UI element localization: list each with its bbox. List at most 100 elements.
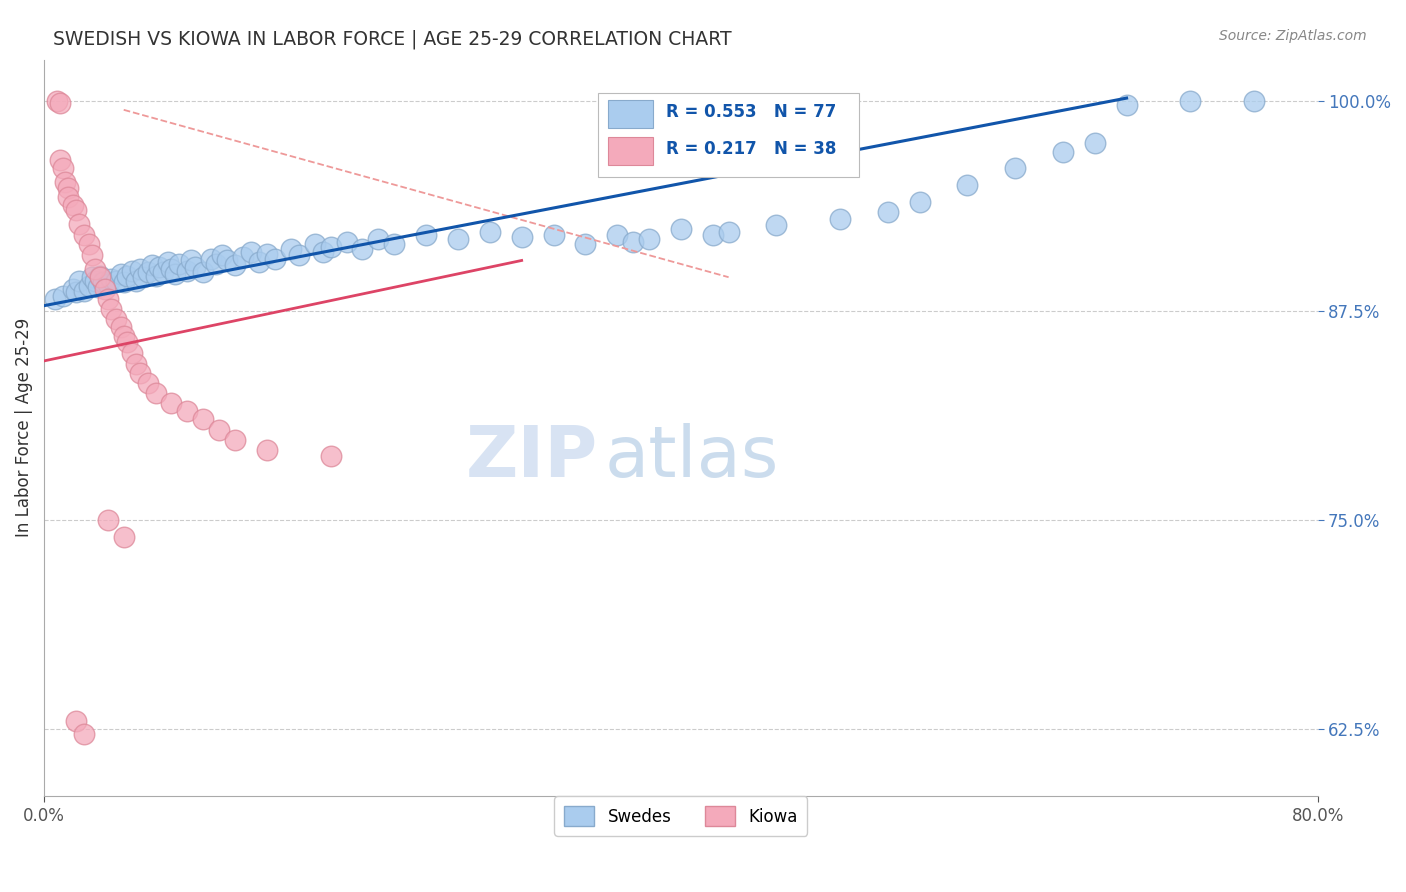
Point <box>543 228 565 243</box>
Point <box>367 232 389 246</box>
Point <box>1115 97 1137 112</box>
Point <box>211 248 233 262</box>
Point <box>56 181 79 195</box>
Point <box>97 292 120 306</box>
Point <box>702 228 724 243</box>
Point <box>280 242 302 256</box>
Point <box>110 320 132 334</box>
Point <box>65 714 87 728</box>
Point <box>319 450 342 464</box>
Point <box>52 161 75 176</box>
Point <box>67 274 90 288</box>
Point <box>104 312 127 326</box>
Point <box>73 727 96 741</box>
Point <box>574 236 596 251</box>
Point <box>193 412 215 426</box>
Point <box>112 530 135 544</box>
Point <box>80 270 103 285</box>
Point <box>80 248 103 262</box>
Point <box>141 259 163 273</box>
Point <box>100 272 122 286</box>
Text: SWEDISH VS KIOWA IN LABOR FORCE | AGE 25-29 CORRELATION CHART: SWEDISH VS KIOWA IN LABOR FORCE | AGE 25… <box>53 29 733 49</box>
Point <box>44 292 66 306</box>
Point <box>67 217 90 231</box>
Point <box>112 275 135 289</box>
Point <box>148 260 170 275</box>
Point <box>136 265 159 279</box>
Point <box>84 274 107 288</box>
Point <box>97 513 120 527</box>
Point <box>125 357 148 371</box>
Point <box>115 335 138 350</box>
Point <box>160 261 183 276</box>
Point <box>205 257 228 271</box>
Point <box>52 288 75 302</box>
Point <box>145 268 167 283</box>
Point <box>478 225 501 239</box>
Point <box>184 260 207 275</box>
Point <box>224 433 246 447</box>
Text: ZIP: ZIP <box>465 423 598 491</box>
Point <box>152 265 174 279</box>
Point <box>232 250 254 264</box>
Point <box>62 282 84 296</box>
Point <box>163 267 186 281</box>
Point <box>169 257 191 271</box>
Point <box>125 274 148 288</box>
Point <box>49 96 72 111</box>
Point <box>828 211 851 226</box>
Point <box>176 263 198 277</box>
Point <box>65 285 87 300</box>
Point <box>217 253 239 268</box>
Point <box>45 95 67 109</box>
Point <box>510 230 533 244</box>
Y-axis label: In Labor Force | Age 25-29: In Labor Force | Age 25-29 <box>15 318 32 538</box>
Point <box>312 245 335 260</box>
Point <box>84 261 107 276</box>
Point <box>621 235 644 249</box>
Point <box>180 253 202 268</box>
Point <box>136 376 159 390</box>
Point <box>100 301 122 316</box>
Point <box>91 275 114 289</box>
Point <box>319 240 342 254</box>
Text: R = 0.217   N = 38: R = 0.217 N = 38 <box>665 140 837 158</box>
Point <box>908 194 931 209</box>
Point <box>193 265 215 279</box>
Point <box>157 255 180 269</box>
Point <box>53 175 76 189</box>
Point <box>1052 145 1074 159</box>
Point <box>132 270 155 285</box>
Point <box>669 221 692 235</box>
Point <box>717 225 740 239</box>
Point <box>104 274 127 288</box>
Point <box>956 178 979 193</box>
Point <box>1004 161 1026 176</box>
Point <box>256 442 278 457</box>
Point <box>638 232 661 246</box>
Text: Source: ZipAtlas.com: Source: ZipAtlas.com <box>1219 29 1367 44</box>
Point <box>93 282 115 296</box>
Point <box>606 228 628 243</box>
Point <box>200 252 222 266</box>
Point <box>121 263 143 277</box>
Point <box>77 278 100 293</box>
Point <box>62 198 84 212</box>
Point <box>87 280 110 294</box>
Point <box>65 203 87 218</box>
Point <box>128 366 150 380</box>
Point <box>765 219 787 233</box>
Point <box>56 190 79 204</box>
Text: R = 0.553   N = 77: R = 0.553 N = 77 <box>665 103 837 121</box>
FancyBboxPatch shape <box>609 137 652 165</box>
FancyBboxPatch shape <box>598 93 859 178</box>
Point <box>89 270 111 285</box>
Point <box>447 232 470 246</box>
Point <box>256 246 278 260</box>
Point <box>1180 95 1202 109</box>
Point <box>382 236 405 251</box>
Point <box>264 252 287 266</box>
Point <box>1243 95 1265 109</box>
Point <box>145 385 167 400</box>
Point <box>1084 136 1107 151</box>
